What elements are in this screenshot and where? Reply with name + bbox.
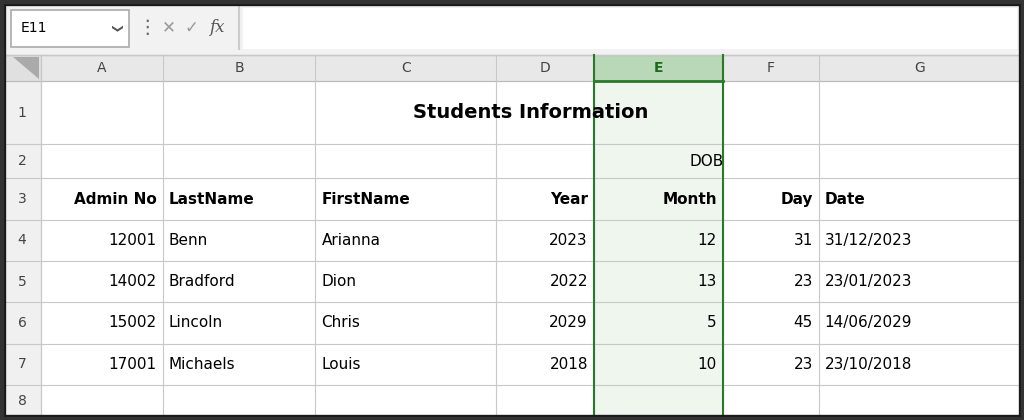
Text: Admin No: Admin No bbox=[74, 192, 157, 207]
Text: 23: 23 bbox=[794, 274, 813, 289]
Text: 6: 6 bbox=[17, 316, 27, 330]
Bar bbox=[41, 55, 163, 81]
Text: B: B bbox=[234, 61, 244, 75]
Bar bbox=[3, 344, 41, 385]
Text: F: F bbox=[767, 61, 775, 75]
Bar bbox=[3, 385, 41, 417]
Text: ✕: ✕ bbox=[162, 18, 176, 37]
Text: G: G bbox=[914, 61, 926, 75]
Text: Michaels: Michaels bbox=[169, 357, 236, 372]
Text: Lincoln: Lincoln bbox=[169, 315, 223, 331]
Bar bbox=[594, 81, 723, 417]
Text: FirstName: FirstName bbox=[322, 192, 411, 207]
Bar bbox=[163, 55, 315, 81]
Text: 8: 8 bbox=[17, 394, 27, 408]
Text: 23/10/2018: 23/10/2018 bbox=[824, 357, 912, 372]
Bar bbox=[594, 55, 723, 81]
Bar bbox=[3, 55, 1021, 81]
Text: DOB: DOB bbox=[689, 154, 724, 169]
Text: 5: 5 bbox=[708, 315, 717, 331]
Text: A: A bbox=[97, 61, 106, 75]
Bar bbox=[315, 55, 496, 81]
Bar bbox=[496, 55, 594, 81]
Text: 2018: 2018 bbox=[550, 357, 588, 372]
Text: ❯: ❯ bbox=[110, 24, 121, 33]
Text: 4: 4 bbox=[17, 234, 27, 247]
Text: 5: 5 bbox=[17, 275, 27, 289]
Text: E: E bbox=[653, 61, 664, 75]
Text: 14/06/2029: 14/06/2029 bbox=[824, 315, 912, 331]
Text: 2: 2 bbox=[17, 154, 27, 168]
Bar bbox=[3, 302, 41, 344]
Text: LastName: LastName bbox=[169, 192, 255, 207]
Text: 12001: 12001 bbox=[109, 233, 157, 248]
Bar bbox=[243, 8, 1017, 49]
Text: 2029: 2029 bbox=[549, 315, 588, 331]
Text: Month: Month bbox=[663, 192, 717, 207]
Text: 31/12/2023: 31/12/2023 bbox=[824, 233, 912, 248]
Text: Date: Date bbox=[824, 192, 865, 207]
Text: 13: 13 bbox=[697, 274, 717, 289]
Text: Louis: Louis bbox=[322, 357, 360, 372]
Text: Year: Year bbox=[550, 192, 588, 207]
Bar bbox=[11, 10, 129, 47]
Polygon shape bbox=[12, 57, 39, 79]
Text: fx: fx bbox=[209, 19, 224, 36]
Text: ⋮: ⋮ bbox=[137, 18, 157, 37]
Bar bbox=[3, 178, 41, 220]
Bar bbox=[3, 55, 1021, 417]
Text: 1: 1 bbox=[17, 105, 27, 120]
Text: 12: 12 bbox=[697, 233, 717, 248]
Text: Benn: Benn bbox=[169, 233, 208, 248]
Text: 23/01/2023: 23/01/2023 bbox=[824, 274, 912, 289]
Bar bbox=[3, 261, 41, 302]
Text: 2023: 2023 bbox=[549, 233, 588, 248]
Text: 3: 3 bbox=[17, 192, 27, 206]
Text: 31: 31 bbox=[794, 233, 813, 248]
Text: 23: 23 bbox=[794, 357, 813, 372]
Bar bbox=[819, 55, 1021, 81]
Bar bbox=[723, 55, 819, 81]
Text: 7: 7 bbox=[17, 357, 27, 371]
Text: Students Information: Students Information bbox=[414, 103, 648, 122]
Bar bbox=[3, 81, 41, 144]
Text: 15002: 15002 bbox=[109, 315, 157, 331]
Text: ✓: ✓ bbox=[184, 18, 198, 37]
Bar bbox=[3, 220, 41, 261]
Text: D: D bbox=[540, 61, 550, 75]
Text: 10: 10 bbox=[697, 357, 717, 372]
Text: Chris: Chris bbox=[322, 315, 360, 331]
Text: Arianna: Arianna bbox=[322, 233, 380, 248]
Text: C: C bbox=[400, 61, 411, 75]
Text: 2022: 2022 bbox=[550, 274, 588, 289]
Bar bbox=[3, 3, 1021, 55]
Text: Dion: Dion bbox=[322, 274, 356, 289]
Text: E11: E11 bbox=[22, 21, 47, 36]
Text: Bradford: Bradford bbox=[169, 274, 236, 289]
Text: 14002: 14002 bbox=[109, 274, 157, 289]
Bar bbox=[41, 81, 1021, 417]
Bar bbox=[3, 55, 41, 81]
Bar bbox=[3, 144, 41, 178]
Text: 17001: 17001 bbox=[109, 357, 157, 372]
Text: 45: 45 bbox=[794, 315, 813, 331]
Text: Day: Day bbox=[780, 192, 813, 207]
